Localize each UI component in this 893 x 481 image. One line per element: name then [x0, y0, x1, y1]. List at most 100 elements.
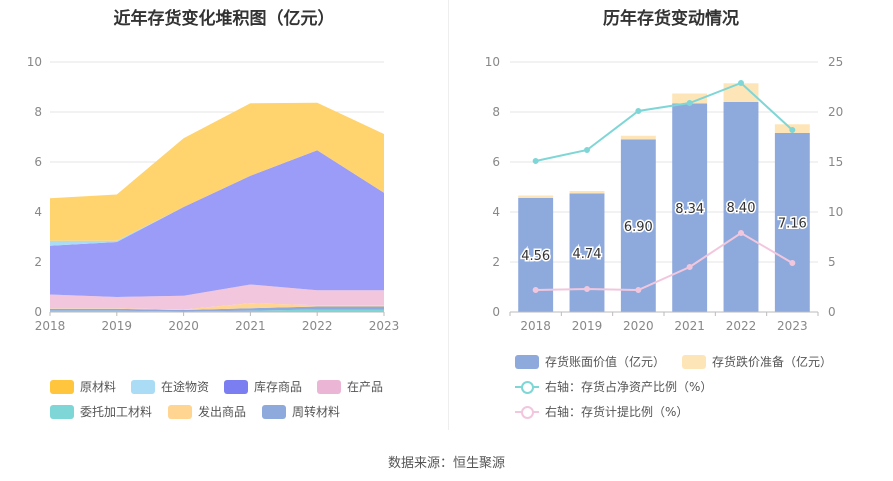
line-point [635, 108, 642, 114]
legend-label: 库存商品 [254, 380, 303, 394]
line-point [738, 230, 744, 236]
bar-y2-tick-label: 0 [828, 305, 836, 319]
bar-legend-item[interactable]: 存货跌价准备（亿元） [682, 353, 832, 370]
legend-label: 存货跌价准备（亿元） [712, 355, 833, 369]
panel-divider [448, 0, 449, 430]
legend-swatch [262, 404, 286, 419]
legend-swatch [317, 379, 341, 394]
legend-label: 委托加工材料 [80, 405, 153, 419]
area-legend-item[interactable]: 在途物资 [131, 378, 209, 395]
area-y-tick-label: 10 [27, 55, 42, 69]
bar-y2-tick-label: 20 [828, 105, 843, 119]
legend-label: 周转材料 [292, 405, 341, 419]
legend-label: 原材料 [80, 380, 117, 394]
bar-y2-tick-label: 10 [828, 205, 843, 219]
bar-1-4 [723, 83, 759, 102]
bar-y-tick-label: 0 [492, 305, 500, 319]
bar-y-tick-label: 2 [492, 255, 500, 269]
area-series-4 [50, 150, 384, 297]
legend-swatch [168, 404, 192, 419]
area-legend-item[interactable]: 库存商品 [224, 378, 302, 395]
bar-x-tick-label: 2023 [777, 319, 808, 333]
bar-0-4 [723, 102, 759, 312]
area-x-tick-label: 2022 [302, 319, 333, 333]
data-source-note: 数据来源：恒生聚源 [387, 456, 505, 471]
area-chart-title: 近年存货变化堆积图（亿元） [113, 9, 335, 29]
bar-0-5 [774, 133, 810, 312]
legend-swatch [682, 354, 706, 369]
bar-x-tick-label: 2019 [572, 319, 603, 333]
line-point [635, 287, 642, 293]
area-legend-item[interactable]: 原材料 [50, 378, 116, 395]
bar-legend-item[interactable]: 右轴：存货占净资产比例（%） [515, 378, 712, 395]
inventory-change-panel: 历年存货变动情况 0 2 4 6 8 10 0 5 10 15 20 25 4.56 4.74 6.90 8.… [449, 0, 893, 440]
bar-data-label: 8.34 [675, 202, 704, 217]
bar-x-tick-label: 2022 [726, 319, 757, 333]
bar-1-2 [620, 135, 656, 140]
area-y-tick-label: 4 [34, 205, 42, 219]
bar-0-1 [569, 193, 605, 312]
line-point [532, 158, 539, 164]
area-y-tick-label: 6 [34, 155, 42, 169]
area-x-tick-label: 2021 [235, 319, 266, 333]
area-x-tick-label: 2020 [168, 319, 199, 333]
bar-data-label: 7.16 [778, 217, 807, 232]
line-point [584, 147, 590, 153]
legend-swatch [515, 354, 539, 369]
bar-x-tick-label: 2018 [520, 319, 551, 333]
legend-swatch [50, 404, 74, 419]
inventory-bar-line-chart: 0 2 4 6 8 10 0 5 10 15 20 25 4.56 4.74 6.90 8.34 8.40 7.1… [485, 55, 844, 333]
bar-y2-tick-label: 25 [828, 55, 843, 69]
bar-0-3 [672, 103, 708, 312]
area-series-1 [50, 306, 384, 312]
line-point [686, 100, 693, 106]
legend-label: 右轴：存货占净资产比例（%） [545, 380, 713, 394]
bar-legend-item[interactable]: 右轴：存货计提比例（%） [515, 403, 688, 420]
legend-swatch [50, 379, 74, 394]
area-series-2 [50, 303, 384, 310]
line-point [532, 287, 539, 293]
line-point [738, 80, 744, 86]
area-series-0 [50, 309, 384, 312]
area-legend-item[interactable]: 委托加工材料 [50, 403, 152, 420]
legend-swatch [515, 405, 539, 419]
bar-x-tick-label: 2021 [674, 319, 705, 333]
line-point [686, 264, 693, 270]
bar-chart-title: 历年存货变动情况 [603, 9, 739, 29]
line-series-0 [535, 81, 794, 162]
area-y-tick-label: 2 [34, 255, 42, 269]
bar-1-0 [518, 195, 554, 198]
stacked-area-panel: 近年存货变化堆积图（亿元） 0 2 4 6 8 10 2018 2019 2020 2021 202… [0, 0, 448, 440]
line-point [789, 127, 796, 133]
area-legend-item[interactable]: 发出商品 [168, 403, 246, 420]
bar-data-label: 8.40 [727, 201, 756, 216]
line-series-1 [535, 231, 793, 292]
bar-1-1 [569, 191, 605, 194]
area-x-tick-label: 2023 [369, 319, 400, 333]
line-point [584, 286, 590, 292]
bar-chart-legend: 存货账面价值（亿元） 存货跌价准备（亿元） 右轴：存货占净资产比例（%） 右轴：存货计… [449, 0, 893, 440]
area-x-tick-label: 2018 [35, 319, 66, 333]
area-legend-item[interactable]: 在产品 [317, 378, 383, 395]
area-y-tick-label: 0 [34, 305, 42, 319]
bar-y-tick-label: 4 [492, 205, 500, 219]
legend-swatch [224, 379, 248, 394]
legend-label: 在产品 [347, 380, 384, 394]
bar-legend-item[interactable]: 存货账面价值（亿元） [515, 353, 665, 370]
legend-label: 发出商品 [198, 405, 247, 419]
bar-data-label: 4.56 [521, 249, 550, 264]
legend-swatch [131, 379, 155, 394]
area-chart-legend: 原材料 在途物资 库存商品 在产品委托加工材料 发出商品 周转材料 [0, 0, 448, 440]
legend-label: 在途物资 [161, 380, 210, 394]
legend-label: 存货账面价值（亿元） [545, 355, 666, 369]
bar-y-tick-label: 8 [492, 105, 500, 119]
area-y-tick-label: 8 [34, 105, 42, 119]
stacked-area-chart: 0 2 4 6 8 10 2018 2019 2020 2021 2022 2023 [27, 55, 400, 333]
area-legend-item[interactable]: 周转材料 [262, 403, 340, 420]
area-series-3 [50, 284, 384, 310]
area-series-6 [50, 102, 384, 241]
area-x-tick-label: 2019 [102, 319, 133, 333]
bar-y2-tick-label: 15 [828, 155, 843, 169]
bar-data-label: 6.90 [624, 220, 653, 235]
bar-data-label: 4.74 [573, 247, 602, 262]
